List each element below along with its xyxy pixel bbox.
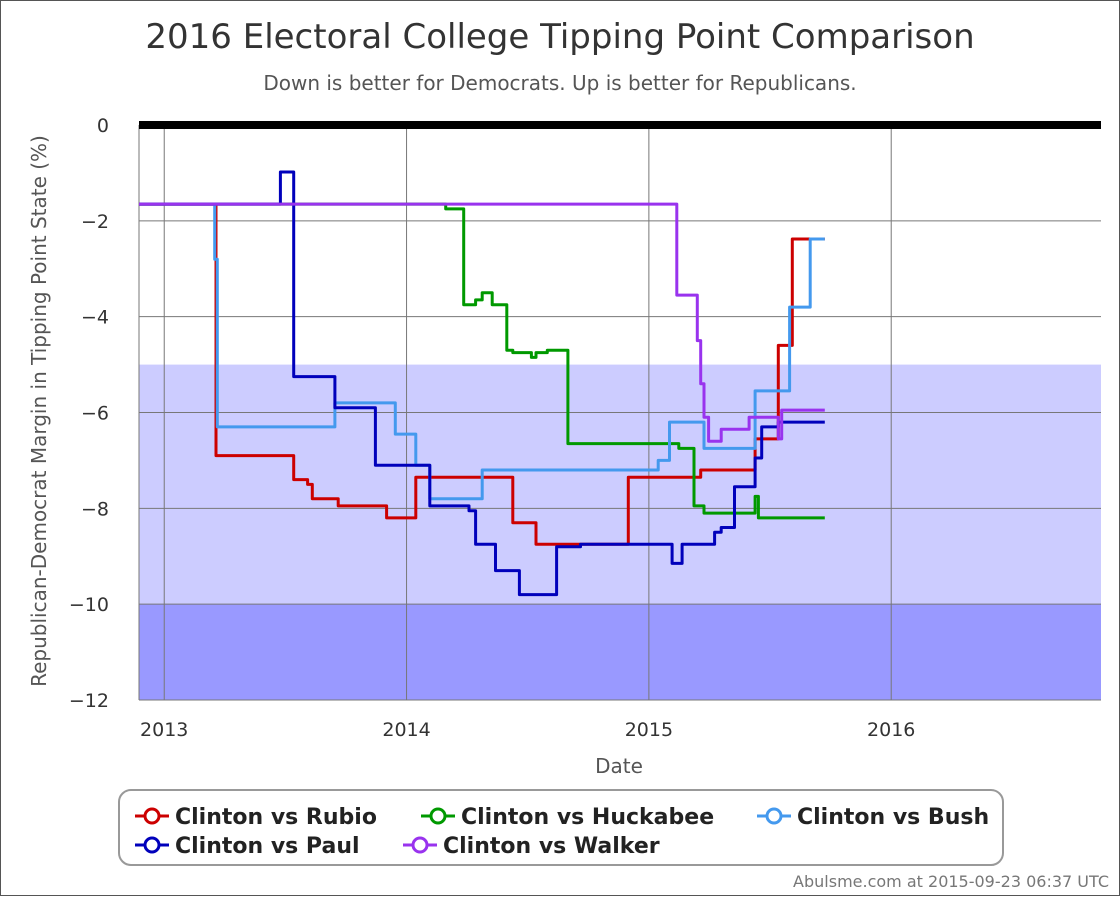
y-tick-label-1: −2 [81, 211, 109, 233]
legend-swatch-marker [143, 807, 161, 825]
y-tick-label-0: 0 [97, 115, 109, 137]
x-tick-labels: 2013 2014 2015 2016 [140, 719, 915, 741]
legend-label: Clinton vs Rubio [175, 805, 377, 830]
band-1 [139, 604, 1101, 700]
legend: Clinton vs Rubio Clinton vs Huckabee Clint… [118, 789, 1004, 866]
x-tick-label-2: 2015 [625, 719, 673, 741]
series-line-4 [139, 202, 825, 443]
legend-label: Clinton vs Paul [175, 834, 360, 859]
x-tick-label-3: 2016 [867, 719, 915, 741]
legend-label: Clinton vs Bush [797, 805, 989, 830]
legend-swatch-marker [765, 807, 783, 825]
legend-item-2[interactable]: Clinton vs Bush [757, 805, 989, 830]
y-axis-label: Republican-Democrat Margin in Tipping Po… [27, 135, 51, 687]
series-line-1 [139, 202, 825, 520]
y-tick-labels: 0 −2 −4 −6 −8 −10 −12 [69, 115, 109, 712]
grid-lines [138, 125, 1101, 701]
legend-item-1[interactable]: Clinton vs Huckabee [421, 805, 714, 830]
chart-title: 2016 Electoral College Tipping Point Com… [145, 17, 974, 57]
series-line-3 [139, 170, 825, 597]
legend-box [118, 789, 1004, 866]
y-tick-label-2: −4 [81, 307, 109, 329]
x-tick-label-1: 2014 [382, 719, 430, 741]
band-0 [139, 364, 1101, 605]
legend-item-3[interactable]: Clinton vs Paul [135, 834, 360, 859]
y-tick-label-3: −6 [81, 403, 109, 425]
x-axis-label: Date [595, 754, 643, 778]
legend-swatch-marker [411, 836, 429, 854]
legend-label: Clinton vs Walker [443, 834, 660, 859]
series-line-0 [139, 202, 825, 546]
credit-text: Abulsme.com at 2015-09-23 06:37 UTC [793, 872, 1109, 891]
legend-label: Clinton vs Huckabee [461, 805, 714, 830]
legend-item-4[interactable]: Clinton vs Walker [403, 834, 660, 859]
margin-bands [139, 364, 1101, 700]
x-tick-label-0: 2013 [140, 719, 188, 741]
series-line-2 [139, 202, 825, 501]
legend-swatch-marker [143, 836, 161, 854]
y-tick-label-5: −10 [69, 594, 109, 616]
legend-swatch-marker [429, 807, 447, 825]
y-tick-label-4: −8 [81, 498, 109, 520]
series-lines [139, 170, 825, 597]
y-tick-label-6: −12 [69, 690, 109, 712]
legend-item-0[interactable]: Clinton vs Rubio [135, 805, 377, 830]
chart-subtitle: Down is better for Democrats. Up is bett… [263, 71, 856, 95]
